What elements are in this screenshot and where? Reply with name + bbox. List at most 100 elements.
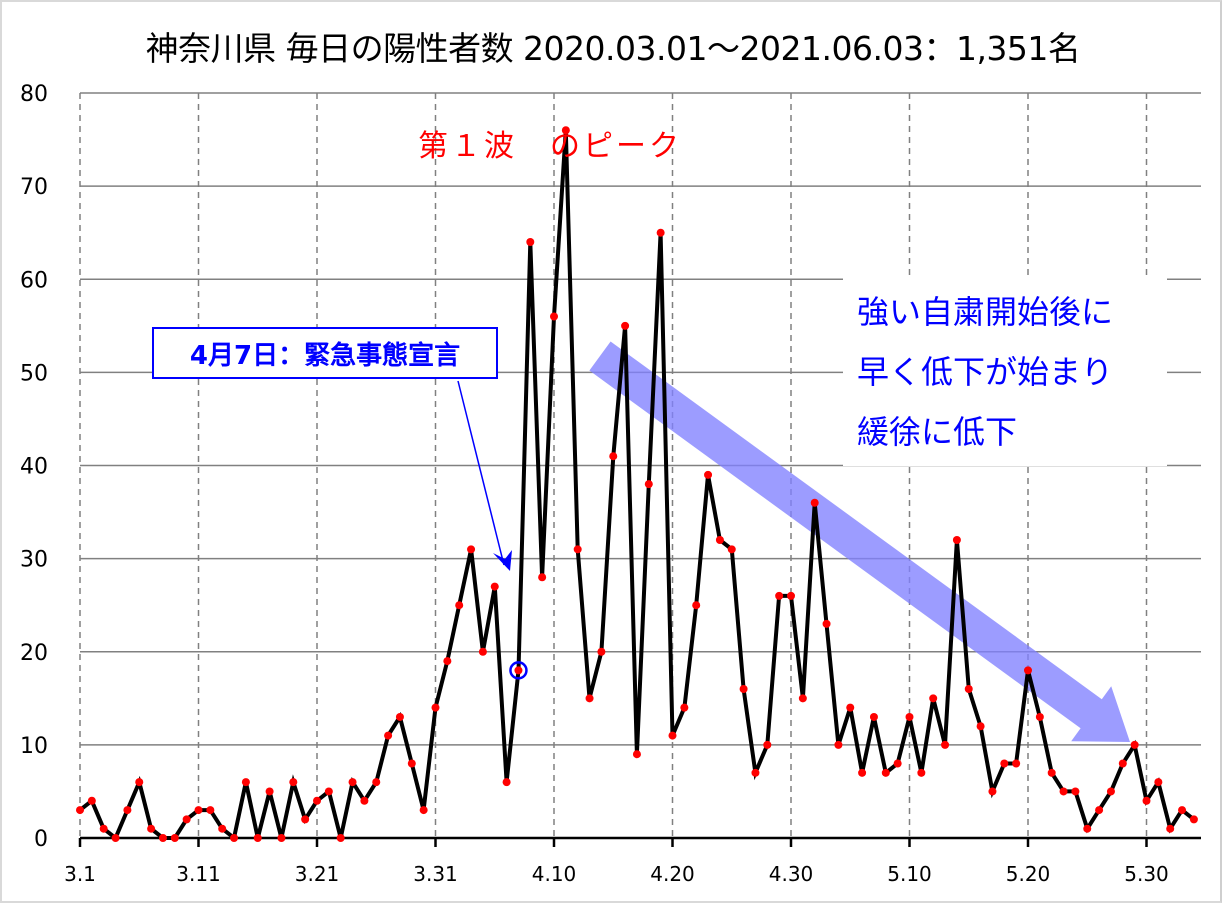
- data-point: [964, 685, 973, 693]
- data-point: [1071, 787, 1080, 796]
- data-point: [1130, 740, 1139, 749]
- data-point: [277, 834, 286, 842]
- data-point: [869, 712, 878, 721]
- data-point: [739, 685, 748, 693]
- data-point: [265, 787, 274, 796]
- y-tick-label: 30: [20, 548, 48, 573]
- data-point: [787, 591, 795, 600]
- data-point: [858, 768, 867, 777]
- trend-arrow: [589, 341, 1131, 743]
- data-point: [1189, 815, 1198, 824]
- x-tick-label: 5.30: [1124, 862, 1169, 886]
- y-tick-label: 80: [20, 82, 48, 107]
- x-tick-label: 4.30: [769, 862, 814, 886]
- trend-note-line-1: 強い自粛開始後に: [857, 293, 1114, 331]
- data-point: [241, 778, 250, 787]
- data-point: [621, 321, 630, 330]
- data-point: [810, 498, 819, 507]
- data-point: [395, 712, 404, 721]
- data-point: [561, 126, 570, 135]
- x-tick-label: 5.20: [1006, 862, 1051, 886]
- data-point: [881, 768, 890, 777]
- callout-arrowhead-icon: [493, 550, 512, 571]
- data-point: [763, 740, 772, 749]
- y-tick-label: 10: [20, 734, 48, 759]
- declaration-marker-icon: [509, 661, 528, 680]
- data-point: [573, 545, 582, 554]
- x-tick-label: 3.21: [295, 862, 340, 886]
- data-point: [988, 787, 997, 796]
- data-point: [668, 731, 677, 740]
- x-tick-label: 4.20: [650, 862, 695, 886]
- y-tick-label: 40: [20, 455, 48, 480]
- y-tick-label: 70: [20, 175, 48, 200]
- data-point: [632, 750, 641, 759]
- data-point: [1035, 712, 1044, 721]
- data-point: [455, 601, 464, 610]
- data-point: [656, 228, 665, 237]
- data-point: [1166, 824, 1175, 833]
- x-tick-label: 4.10: [532, 862, 577, 886]
- trend-note-line-3: 緩徐に低下: [857, 413, 1018, 451]
- data-point: [727, 545, 736, 554]
- data-line: [78, 130, 1196, 842]
- data-point: [99, 824, 108, 833]
- data-point: [775, 591, 784, 600]
- data-point: [1178, 806, 1187, 815]
- data-point: [514, 666, 523, 675]
- y-tick-label: 20: [20, 641, 48, 666]
- data-point: [206, 806, 215, 815]
- data-point: [715, 536, 724, 544]
- data-point: [1106, 787, 1115, 796]
- data-point: [834, 740, 843, 749]
- data-point: [941, 740, 950, 749]
- data-point: [348, 778, 357, 787]
- data-point: [76, 806, 84, 815]
- data-point: [704, 470, 713, 479]
- data-point: [929, 694, 938, 703]
- data-point: [147, 824, 156, 833]
- data-point: [135, 778, 144, 787]
- data-point: [336, 834, 345, 842]
- data-point: [550, 312, 558, 321]
- x-tick-label: 5.10: [887, 862, 932, 886]
- data-point: [976, 722, 985, 731]
- data-point: [253, 834, 262, 842]
- data-point: [384, 731, 393, 740]
- data-point: [419, 806, 428, 815]
- data-point: [182, 815, 191, 824]
- data-point: [1083, 824, 1092, 833]
- data-point: [360, 796, 369, 805]
- chart-title: 神奈川県 毎日の陽性者数 2020.03.01～2021.06.03：1,351…: [145, 29, 1081, 68]
- data-point: [218, 824, 227, 833]
- data-point: [170, 834, 179, 842]
- data-point: [798, 694, 807, 703]
- data-point: [87, 796, 96, 805]
- data-point: [324, 787, 333, 796]
- data-point: [609, 452, 618, 461]
- data-point: [597, 647, 606, 656]
- y-tick-label: 0: [34, 827, 48, 852]
- x-tick-label: 3.11: [176, 862, 221, 886]
- data-point: [1154, 778, 1163, 787]
- data-point: [917, 768, 926, 777]
- data-point: [585, 694, 594, 703]
- data-point: [538, 573, 547, 582]
- data-point: [1142, 796, 1151, 805]
- trend-arrow-shape: [589, 341, 1131, 743]
- x-tick-label: 3.1: [64, 862, 96, 886]
- data-point: [952, 536, 961, 544]
- data-point: [301, 815, 310, 824]
- data-point: [822, 619, 831, 628]
- data-point: [111, 834, 120, 842]
- data-point: [289, 778, 298, 787]
- data-point: [478, 647, 487, 656]
- declaration-text: 4月7日：緊急事態宣言: [189, 340, 461, 371]
- data-point: [230, 834, 239, 842]
- data-point: [893, 759, 902, 768]
- data-point: [846, 703, 855, 712]
- data-point: [644, 480, 653, 489]
- peak-label: 第１波 のピーク: [418, 129, 682, 164]
- data-point: [1012, 759, 1021, 768]
